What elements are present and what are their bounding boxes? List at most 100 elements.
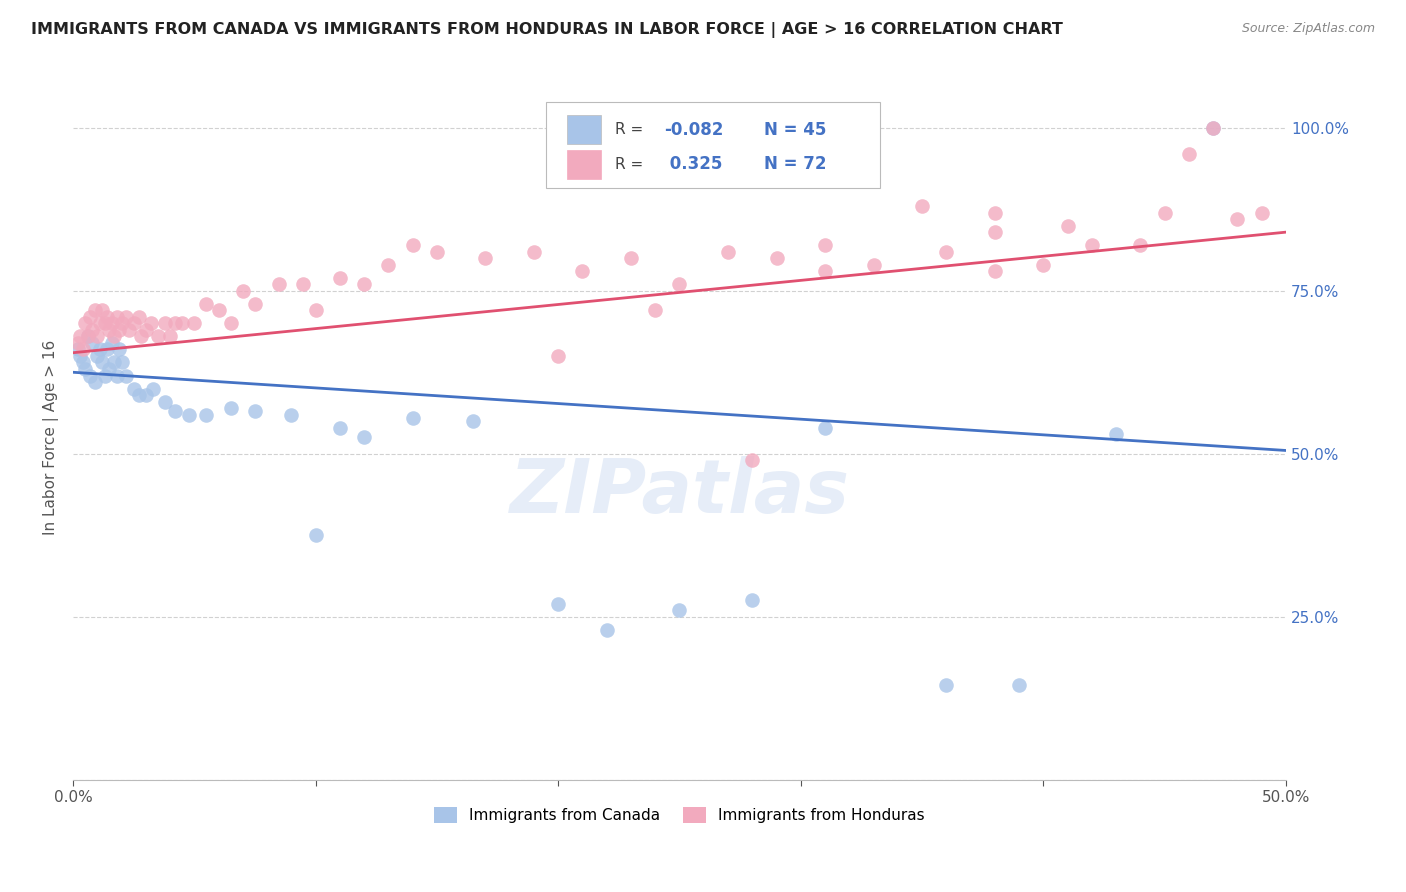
- FancyBboxPatch shape: [546, 102, 880, 187]
- Point: [1202, 120, 1225, 135]
- Point: [741, 593, 763, 607]
- Point: [765, 251, 787, 265]
- Point: [1153, 205, 1175, 219]
- Point: [547, 349, 569, 363]
- Point: [66, 335, 89, 350]
- Point: [108, 343, 131, 357]
- Point: [984, 205, 1007, 219]
- Point: [103, 355, 125, 369]
- Point: [207, 303, 229, 318]
- Point: [75, 317, 97, 331]
- Point: [79, 368, 101, 383]
- Point: [159, 329, 181, 343]
- Point: [401, 238, 423, 252]
- Point: [596, 623, 619, 637]
- Point: [86, 349, 108, 363]
- Text: IMMIGRANTS FROM CANADA VS IMMIGRANTS FROM HONDURAS IN LABOR FORCE | AGE > 16 COR: IMMIGRANTS FROM CANADA VS IMMIGRANTS FRO…: [31, 22, 1063, 38]
- Point: [101, 335, 124, 350]
- Point: [128, 310, 150, 324]
- Point: [862, 258, 884, 272]
- Point: [717, 244, 740, 259]
- Point: [571, 264, 593, 278]
- FancyBboxPatch shape: [567, 150, 600, 178]
- Text: N = 45: N = 45: [765, 120, 827, 138]
- Point: [1250, 205, 1272, 219]
- Point: [353, 277, 375, 292]
- Point: [86, 329, 108, 343]
- FancyBboxPatch shape: [567, 115, 600, 145]
- Point: [110, 355, 132, 369]
- Point: [79, 310, 101, 324]
- Point: [142, 382, 165, 396]
- Point: [377, 258, 399, 272]
- Point: [668, 603, 690, 617]
- Point: [474, 251, 496, 265]
- Point: [93, 368, 115, 383]
- Point: [115, 310, 138, 324]
- Point: [89, 317, 111, 331]
- Point: [1178, 147, 1201, 161]
- Point: [195, 297, 218, 311]
- Point: [93, 317, 115, 331]
- Point: [163, 317, 186, 331]
- Point: [129, 329, 152, 343]
- Point: [108, 323, 131, 337]
- Point: [76, 329, 98, 343]
- Point: [463, 414, 485, 428]
- Point: [1056, 219, 1078, 233]
- Point: [183, 317, 205, 331]
- Point: [75, 362, 97, 376]
- Point: [105, 310, 128, 324]
- Point: [153, 394, 176, 409]
- Point: [91, 303, 114, 318]
- Point: [103, 329, 125, 343]
- Point: [814, 238, 837, 252]
- Point: [243, 297, 266, 311]
- Point: [91, 355, 114, 369]
- Point: [146, 329, 169, 343]
- Point: [72, 355, 94, 369]
- Point: [547, 597, 569, 611]
- Point: [304, 303, 326, 318]
- Point: [329, 270, 352, 285]
- Text: ZIPatlas: ZIPatlas: [509, 456, 849, 529]
- Point: [118, 323, 141, 337]
- Point: [128, 388, 150, 402]
- Point: [984, 264, 1007, 278]
- Point: [1129, 238, 1152, 252]
- Point: [243, 404, 266, 418]
- Point: [329, 420, 352, 434]
- Text: -0.082: -0.082: [664, 120, 723, 138]
- Point: [644, 303, 666, 318]
- Point: [935, 678, 957, 692]
- Text: R =: R =: [616, 122, 648, 137]
- Point: [1008, 678, 1031, 692]
- Point: [269, 277, 291, 292]
- Point: [741, 453, 763, 467]
- Point: [83, 375, 105, 389]
- Point: [195, 408, 218, 422]
- Text: 0.325: 0.325: [664, 155, 723, 173]
- Point: [82, 335, 104, 350]
- Point: [76, 329, 98, 343]
- Point: [1226, 212, 1249, 227]
- Point: [163, 404, 186, 418]
- Point: [135, 323, 157, 337]
- Point: [172, 317, 194, 331]
- Point: [814, 264, 837, 278]
- Point: [153, 317, 176, 331]
- Point: [1081, 238, 1104, 252]
- Point: [98, 362, 121, 376]
- Point: [139, 317, 162, 331]
- Point: [122, 382, 145, 396]
- Text: R =: R =: [616, 157, 648, 172]
- Point: [426, 244, 449, 259]
- Point: [72, 343, 94, 357]
- Point: [101, 317, 124, 331]
- Y-axis label: In Labor Force | Age > 16: In Labor Force | Age > 16: [44, 340, 59, 535]
- Point: [69, 329, 91, 343]
- Point: [98, 323, 121, 337]
- Point: [82, 323, 104, 337]
- Point: [935, 244, 957, 259]
- Point: [66, 343, 89, 357]
